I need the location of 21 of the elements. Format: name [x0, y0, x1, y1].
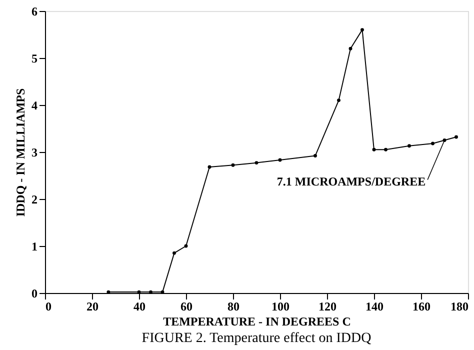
x-tick-label: 100	[272, 300, 290, 314]
text: FIGURE 2. Temperature effect on IDDQ	[142, 331, 372, 346]
y-tick-label: 0	[32, 286, 38, 300]
y-tick-label: 4	[32, 98, 38, 112]
x-tick-label: 180	[450, 300, 468, 314]
y-tick-label: 2	[32, 192, 38, 206]
x-tick-label: 0	[46, 300, 52, 314]
x-tick-label: 80	[228, 300, 240, 314]
y-tick-label: 6	[32, 4, 38, 18]
x-tick-label: 60	[180, 300, 192, 314]
x-tick-label: 20	[86, 300, 98, 314]
y-tick-label: 3	[32, 146, 38, 160]
x-tick-label: 40	[134, 300, 146, 314]
annotation: 7.1 MICROAMPS/DEGREE	[276, 174, 426, 189]
x-tick-label: 160	[412, 300, 430, 314]
y-tick-label: 5	[32, 52, 38, 66]
x-tick-label: 120	[318, 300, 336, 314]
y-tick-label: 1	[32, 240, 38, 254]
x-axis-title: TEMPERATURE - IN DEGREES C	[163, 314, 351, 328]
y-axis-title: IDDQ - IN MILLIAMPS	[14, 88, 28, 217]
x-tick-label: 140	[366, 300, 384, 314]
